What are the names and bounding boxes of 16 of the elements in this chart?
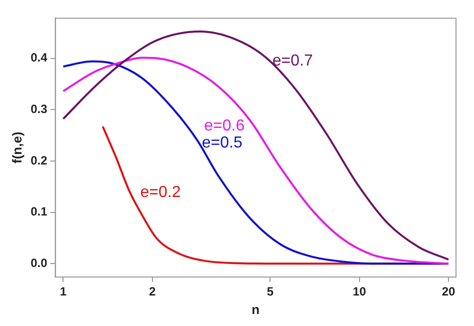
x-axis-title: n bbox=[252, 302, 260, 317]
y-axis-title: f(n,e) bbox=[9, 132, 24, 164]
x-tick-label: 20 bbox=[442, 284, 456, 299]
y-tick-label: 0.0 bbox=[30, 256, 48, 270]
x-tick-label: 2 bbox=[149, 284, 156, 299]
y-tick-label: 0.4 bbox=[30, 50, 48, 65]
series-label: e=0.6 bbox=[204, 117, 245, 134]
series-label: e=0.7 bbox=[272, 52, 313, 70]
y-tick-label: 0.1 bbox=[30, 204, 48, 219]
series-label: e=0.2 bbox=[140, 184, 181, 202]
y-tick-label: 0.2 bbox=[30, 153, 48, 168]
series-label: e=0.5 bbox=[202, 134, 242, 152]
y-tick-label: 0.3 bbox=[30, 102, 48, 116]
x-tick-label: 5 bbox=[266, 284, 274, 299]
x-tick-label: 1 bbox=[60, 284, 67, 299]
x-tick-label: 10 bbox=[352, 284, 366, 299]
